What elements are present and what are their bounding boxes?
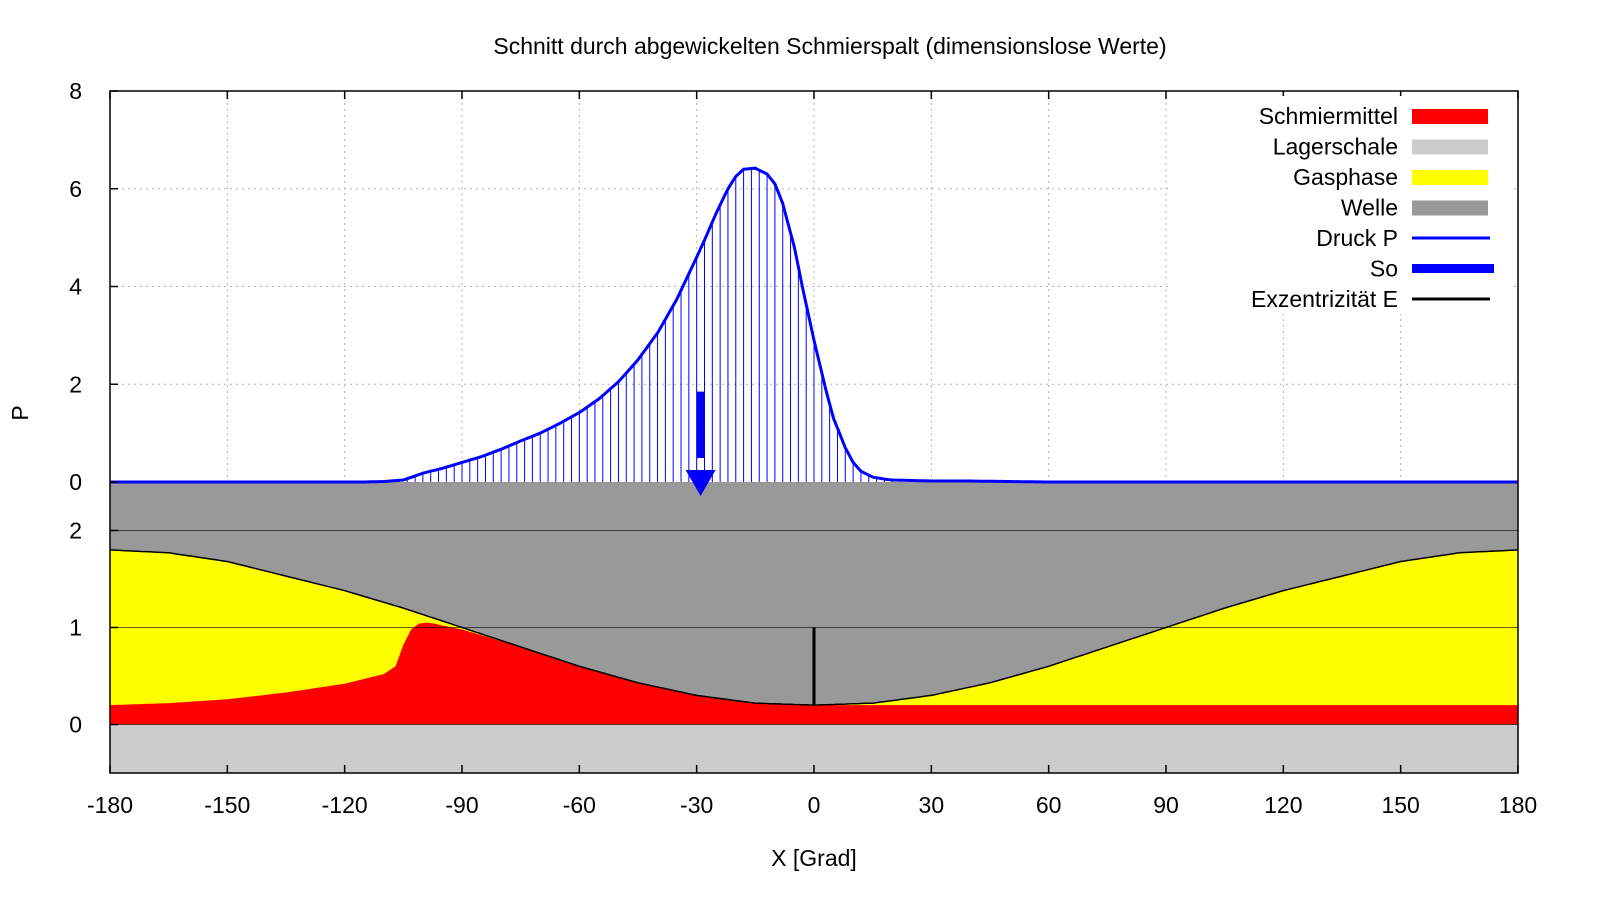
legend-label-exzentrizitaet: Exzentrizität E [1251, 286, 1398, 312]
x-tick-label: -180 [87, 792, 133, 818]
legend: Schmiermittel Lagerschale Gasphase Welle Dru… [1168, 96, 1510, 314]
x-tick-label: 90 [1153, 792, 1179, 818]
x-tick-label: 0 [808, 792, 821, 818]
legend-swatch-gasphase [1412, 170, 1488, 185]
legend-swatch-welle [1412, 200, 1488, 216]
pressure-panel [110, 91, 1518, 496]
legend-label-gasphase: Gasphase [1293, 164, 1398, 190]
legend-label-druck: Druck P [1316, 225, 1398, 251]
x-ticks: -180 -150 -120 -90 -60 -30 0 30 60 90 120 150 180 [87, 91, 1537, 818]
x-tick-label: 180 [1499, 792, 1537, 818]
legend-label-welle: Welle [1341, 195, 1398, 221]
x-tick-label: 30 [919, 792, 945, 818]
lagerschale-area [110, 724, 1518, 773]
y-tick-label: 4 [69, 274, 82, 300]
x-tick-label: -90 [445, 792, 478, 818]
x-tick-label: -60 [563, 792, 596, 818]
schmiermittel-area [110, 622, 1518, 725]
x-axis-label: X [Grad] [771, 845, 857, 871]
legend-label-schmiermittel: Schmiermittel [1259, 103, 1398, 129]
legend-swatch-schmiermittel [1412, 109, 1488, 124]
x-tick-label: -150 [204, 792, 250, 818]
x-tick-label: 60 [1036, 792, 1062, 818]
x-tick-label: -30 [680, 792, 713, 818]
chart-title: Schnitt durch abgewickelten Schmierspalt… [493, 33, 1166, 59]
druck-line [110, 166, 1518, 484]
y-tick-label-gap: 2 [69, 518, 82, 544]
y-axis-label: P [7, 405, 33, 420]
so-arrow-head [685, 470, 716, 496]
y-ticks-pressure: 0 2 4 6 8 [69, 78, 118, 495]
gap-panel [109, 482, 1519, 773]
x-tick-label: 150 [1381, 792, 1419, 818]
x-tick-label: -120 [322, 792, 368, 818]
legend-swatch-lagerschale [1412, 139, 1488, 155]
y-tick-label: 2 [69, 371, 82, 397]
y-tick-label-gap: 1 [69, 615, 82, 641]
legend-label-lagerschale: Lagerschale [1273, 134, 1398, 160]
y-tick-label: 0 [69, 469, 82, 495]
y-ticks-gap: 0 1 2 [69, 518, 118, 738]
y-tick-label-gap: 0 [69, 712, 82, 738]
pressure-hatch [398, 168, 893, 482]
x-tick-label: 120 [1264, 792, 1302, 818]
legend-label-so: So [1370, 256, 1398, 282]
y-tick-label: 6 [69, 176, 82, 202]
y-tick-label: 8 [69, 78, 82, 104]
